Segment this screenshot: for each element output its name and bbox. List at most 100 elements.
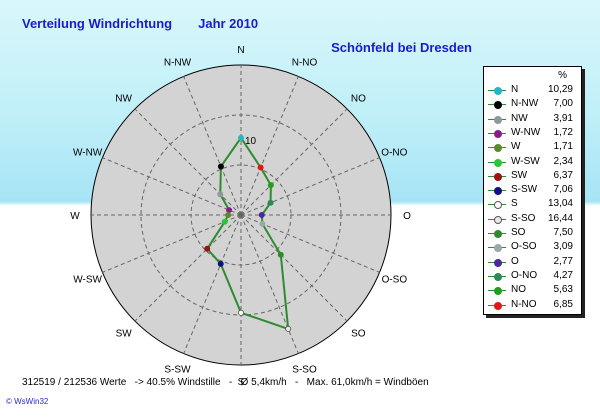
legend-value: 16,44 [547, 212, 573, 224]
legend-value: 7,50 [553, 227, 573, 238]
legend-marker [494, 215, 502, 224]
title-year: Jahr 2010 [198, 16, 259, 31]
legend-value: 1,71 [553, 141, 573, 153]
direction-label-nw: NW [115, 94, 132, 105]
data-point-s [237, 309, 244, 316]
legend-item-s: S 13,04 [484, 197, 581, 212]
legend-unit-header: % [558, 70, 567, 81]
legend-value: 10,29 [547, 84, 573, 95]
data-point-s-so [285, 325, 292, 332]
footer-stats: 312519 / 212536 Werte -> 40.5% Windstill… [22, 377, 429, 388]
direction-label-o-no: O-NO [381, 147, 407, 158]
legend-item-n-no: N-NO 6,85 [484, 298, 581, 313]
legend-marker [494, 258, 502, 267]
direction-label-s-sw: S-SW [164, 364, 191, 375]
legend-direction: SW [511, 169, 528, 181]
legend-value: 13,04 [547, 198, 573, 210]
legend-marker [494, 301, 502, 310]
legend-marker [494, 87, 502, 95]
spoke-n-no [240, 76, 299, 216]
legend-direction: S [511, 198, 518, 210]
direction-label-w-sw: W-SW [73, 275, 102, 286]
legend-value: 2,34 [553, 155, 573, 167]
direction-label-n: N [237, 45, 244, 56]
legend-direction: NW [511, 112, 528, 124]
legend-direction: W-SW [511, 155, 540, 167]
spoke-so [240, 214, 348, 322]
legend-value: 6,85 [553, 298, 573, 310]
legend-value: 3,91 [553, 112, 573, 124]
legend-item-no: NO 5,63 [484, 283, 581, 298]
legend-direction: W [511, 141, 521, 153]
direction-label-w-nw: W-NW [73, 147, 103, 158]
legend-item-n: N 10,29 [484, 83, 581, 98]
data-point-o-no [267, 199, 274, 206]
legend-direction: N-NW [511, 98, 539, 110]
data-point-w-sw [221, 218, 228, 225]
spoke-w-nw [102, 157, 242, 216]
legend-direction: N-NO [511, 298, 537, 310]
data-point-w-nw [226, 207, 233, 214]
direction-label-o-so: O-SO [382, 275, 408, 286]
direction-label-w: W [70, 211, 80, 222]
legend-marker [494, 172, 502, 181]
data-point-no [267, 182, 274, 189]
legend-marker [494, 158, 502, 167]
spoke-w-sw [102, 214, 242, 273]
legend-marker [494, 144, 502, 153]
spoke-nw [134, 108, 242, 216]
legend-marker [494, 129, 502, 138]
radial-tick-label: 10 [245, 136, 257, 147]
spoke-sw [134, 214, 242, 322]
legend-value: 1,72 [553, 126, 573, 138]
spoke-s-so [240, 214, 299, 354]
legend-direction: W-NW [511, 126, 541, 138]
direction-label-so: SO [351, 328, 366, 339]
legend-direction: S-SO [511, 212, 536, 224]
data-point-n-no [257, 164, 264, 171]
legend-item-so: SO 7,50 [484, 226, 581, 241]
legend-item-w: W 1,71 [484, 140, 581, 155]
legend-marker [494, 115, 502, 124]
legend-marker [494, 244, 502, 253]
chart-title: Verteilung Windrichtung Jahr 2010 [22, 16, 258, 31]
legend-item-n-nw: N-NW 7,00 [484, 97, 581, 112]
spoke-o-no [240, 157, 380, 216]
legend-direction: S-SW [511, 184, 538, 196]
legend-marker [494, 287, 502, 296]
legend-marker [494, 272, 502, 281]
data-point-n-nw [217, 163, 224, 170]
legend-direction: SO [511, 227, 526, 238]
spoke-s-sw [183, 214, 242, 354]
legend-value: 3,09 [553, 241, 573, 253]
legend-marker [494, 187, 502, 196]
data-point-nw [217, 191, 224, 198]
legend-direction: O-SO [511, 241, 537, 253]
data-point-o [258, 211, 265, 218]
legend-value: 6,37 [553, 169, 573, 181]
direction-label-s: S [238, 377, 245, 388]
legend-marker [494, 230, 502, 238]
legend-item-nw: NW 3,91 [484, 112, 581, 127]
direction-label-sw: SW [116, 328, 133, 339]
legend-item-w-nw: W-NW 1,72 [484, 126, 581, 141]
legend-value: 2,77 [553, 255, 573, 267]
legend-item-o-no: O-NO 4,27 [484, 269, 581, 284]
title-text: Verteilung Windrichtung [22, 16, 173, 31]
legend-direction: N [511, 84, 519, 95]
legend-direction: O-NO [511, 269, 538, 281]
legend-item-sw: SW 6,37 [484, 169, 581, 184]
direction-label-o: O [403, 211, 411, 222]
legend-item-o: O 2,77 [484, 255, 581, 270]
legend-value: 7,06 [553, 184, 573, 196]
legend-item-s-so: S-SO 16,44 [484, 212, 581, 227]
data-point-s-sw [217, 260, 224, 267]
direction-label-n-nw: N-NW [164, 58, 192, 69]
legend-marker [494, 101, 502, 110]
spoke-n-nw [183, 76, 242, 216]
legend-marker [494, 201, 502, 210]
legend-item-w-sw: W-SW 2,34 [484, 155, 581, 170]
legend-item-o-so: O-SO 3,09 [484, 240, 581, 255]
legend-item-s-sw: S-SW 7,06 [484, 183, 581, 198]
